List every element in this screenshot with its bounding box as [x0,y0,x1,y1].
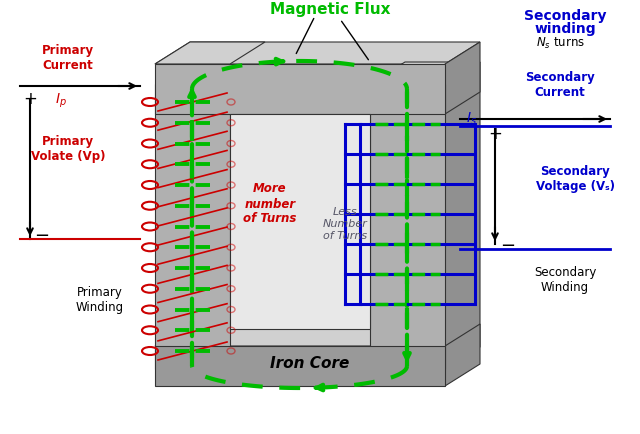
Text: $N_s$ turns: $N_s$ turns [536,36,584,51]
Text: Magnetic Flux: Magnetic Flux [269,2,390,17]
Text: Primary
Current: Primary Current [42,44,94,72]
Text: −: − [500,237,516,255]
Text: Primary
Winding: Primary Winding [76,286,124,314]
Bar [155,346,445,386]
Text: Secondary
Voltage (Vₛ): Secondary Voltage (Vₛ) [536,165,614,193]
Polygon shape [155,42,265,64]
Text: More
number
of Turns: More number of Turns [243,183,297,226]
Text: Secondary
Winding: Secondary Winding [534,266,596,294]
Text: Secondary
Current: Secondary Current [525,71,595,99]
Polygon shape [155,324,480,346]
Text: $I_s$: $I_s$ [466,111,477,127]
Polygon shape [445,324,480,386]
Bar [155,84,230,369]
Polygon shape [445,62,480,369]
Polygon shape [155,42,480,64]
Text: Less
Number
of Turns: Less Number of Turns [323,207,367,240]
Text: Primary
Volate (Vp): Primary Volate (Vp) [31,135,105,163]
Bar [230,114,370,329]
Text: +: + [488,125,502,143]
Bar [370,84,445,369]
Bar [155,64,445,114]
Text: winding: winding [534,22,596,36]
Text: +: + [23,90,37,108]
Polygon shape [445,42,480,114]
Text: Iron Core: Iron Core [270,356,349,372]
Text: Secondary: Secondary [524,9,606,23]
Text: −: − [35,227,49,245]
Text: $I_p$: $I_p$ [55,92,67,110]
Polygon shape [370,62,480,84]
